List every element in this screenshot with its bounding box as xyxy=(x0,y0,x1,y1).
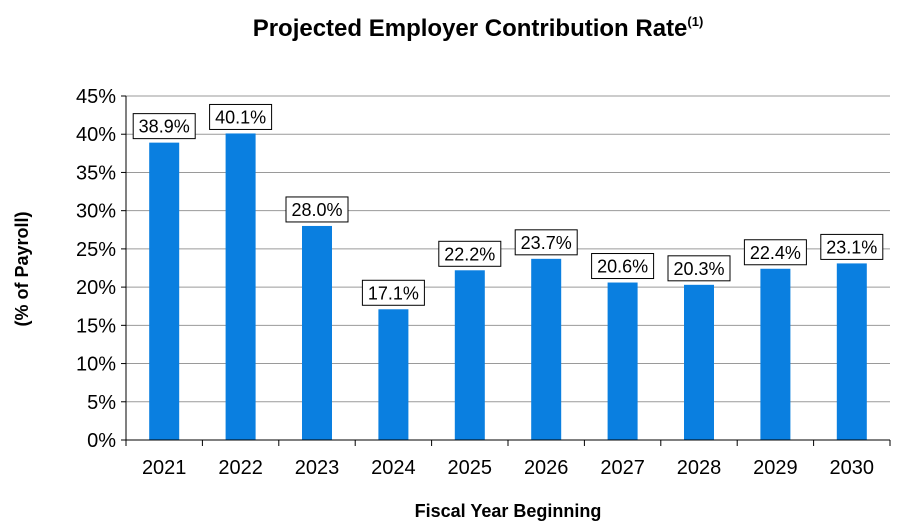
x-axis-title: Fiscal Year Beginning xyxy=(415,501,602,521)
chart-title-text: Projected Employer Contribution Rate xyxy=(253,15,688,42)
bar-2024 xyxy=(378,309,409,440)
x-tick-label: 2027 xyxy=(600,457,645,479)
x-tick-labels: 2021 2022 2023 2024 2025 2026 2027 2028 2029 2030 xyxy=(142,457,874,479)
y-tick-label: 40% xyxy=(76,124,116,146)
data-label-box xyxy=(209,103,273,130)
data-label: 22.2% xyxy=(444,244,495,264)
data-label-box xyxy=(514,229,578,256)
y-tick-label: 35% xyxy=(76,162,116,184)
y-tick-label: 45% xyxy=(76,86,116,108)
y-tick-label: 25% xyxy=(76,239,116,261)
y-axis-title: (% of Payroll) xyxy=(12,211,32,326)
axes xyxy=(121,95,891,446)
bar-2030 xyxy=(836,263,867,440)
data-label-box xyxy=(591,253,655,280)
x-tick-label: 2024 xyxy=(371,457,416,479)
data-label: 23.1% xyxy=(826,237,877,257)
y-tick-label: 10% xyxy=(76,354,116,376)
y-tick-label: 15% xyxy=(76,315,116,337)
x-tick-label: 2026 xyxy=(524,457,569,479)
bars xyxy=(149,133,867,441)
bar-2028 xyxy=(684,284,714,440)
bar-2027 xyxy=(607,282,638,440)
data-label-box xyxy=(285,196,349,223)
data-label: 28.0% xyxy=(291,200,342,220)
data-labels: 38.9% 40.1% 28.0% 17.1% 22.2% 23.7% 20.6% 20.3%… xyxy=(132,103,884,306)
data-label: 23.7% xyxy=(521,233,572,253)
x-tick-label: 2025 xyxy=(448,457,493,479)
y-tick-label: 5% xyxy=(87,392,116,414)
data-label: 20.6% xyxy=(597,257,648,277)
data-label: 40.1% xyxy=(215,107,266,127)
bar-2022 xyxy=(225,133,256,441)
data-label: 22.4% xyxy=(750,243,801,263)
y-tick-label: 30% xyxy=(76,201,116,223)
data-label-box xyxy=(361,279,425,306)
data-label-box xyxy=(820,233,884,260)
x-tick-label: 2021 xyxy=(142,457,187,479)
data-label: 38.9% xyxy=(139,117,190,137)
x-tick-label: 2023 xyxy=(295,457,340,479)
bar-2029 xyxy=(760,268,791,440)
data-label: 17.1% xyxy=(368,283,419,303)
x-tick-label: 2022 xyxy=(218,457,263,479)
data-label-box xyxy=(438,240,502,267)
data-label: 20.3% xyxy=(673,259,724,279)
data-label-box xyxy=(667,255,731,282)
bar-2025 xyxy=(454,270,485,440)
chart-title-superscript: (1) xyxy=(687,14,703,29)
x-tick-label: 2029 xyxy=(753,457,798,479)
data-label-box xyxy=(132,113,196,140)
bar-2023 xyxy=(302,225,332,440)
y-tick-labels: 0% 5% 10% 15% 20% 25% 30% 35% 40% 45% xyxy=(76,86,116,452)
chart-title: Projected Employer Contribution Rate(1) xyxy=(253,14,704,42)
y-tick-label: 20% xyxy=(76,277,116,299)
bar-2021 xyxy=(149,142,180,440)
bar-2026 xyxy=(531,258,562,440)
data-label-box xyxy=(743,239,807,266)
y-tick-label: 0% xyxy=(87,430,116,452)
x-tick-label: 2030 xyxy=(830,457,875,479)
x-tick-label: 2028 xyxy=(677,457,722,479)
